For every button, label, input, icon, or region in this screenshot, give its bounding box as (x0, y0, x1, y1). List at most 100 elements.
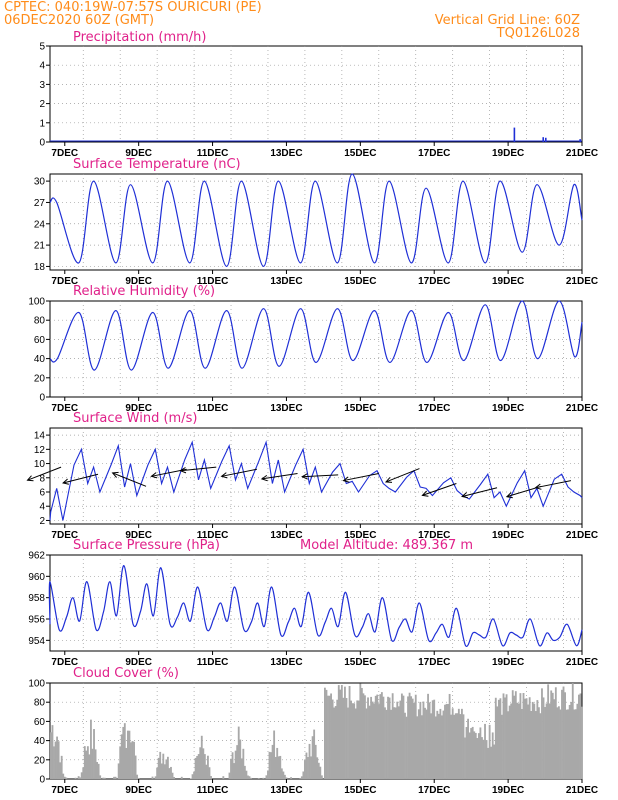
x-tick-label: 17DEC (418, 276, 450, 287)
cloud-bar (479, 727, 482, 779)
cloud-bar (457, 708, 460, 779)
cloud-bar (528, 697, 531, 779)
pressure-title: Surface Pressure (hPa) (73, 538, 220, 553)
cloud-bar (397, 706, 400, 779)
cloud-bar (385, 709, 388, 779)
cloud-bar (519, 693, 522, 779)
wind-vector-arrow (261, 473, 298, 480)
cloud-bar (353, 703, 356, 779)
cloud-bar (487, 747, 490, 779)
cloud-bar (451, 708, 454, 779)
cloud-bar (290, 777, 292, 779)
cloud-bar (96, 762, 99, 779)
cloud-bar (551, 692, 554, 779)
wind-vector-head (260, 474, 268, 482)
cloud-bar (517, 703, 520, 779)
cloud-bar (504, 697, 506, 779)
wind-vector-arrow (461, 487, 498, 497)
cloud-bar (128, 730, 131, 779)
x-tick-label: 19DEC (492, 657, 524, 668)
y-tick-label: 14 (34, 431, 46, 442)
cloud-bar (524, 698, 526, 779)
cloud-bar (196, 755, 199, 779)
wind-vector-arrow (180, 466, 217, 472)
cloud-bar (126, 730, 129, 779)
cloud-bar (501, 714, 503, 779)
cloud-bar (521, 708, 523, 779)
cloud-bar (230, 758, 232, 779)
y-tick-label: 6 (39, 488, 45, 499)
x-tick-label: 15DEC (344, 785, 376, 796)
cloud-bar (267, 770, 269, 779)
y-tick-label: 21 (34, 241, 46, 252)
cloud-bar (237, 726, 240, 779)
cloud-bar (377, 704, 380, 779)
x-tick-label: 21DEC (566, 403, 598, 414)
cloud-bar (300, 776, 303, 779)
cloud-bar (399, 700, 402, 779)
x-tick-label: 11DEC (197, 657, 229, 668)
y-tick-label: 100 (28, 679, 45, 690)
cloud-bar (428, 702, 431, 779)
cloud-bar (303, 760, 306, 779)
y-tick-label: 40 (34, 354, 46, 365)
cloud-bar (333, 707, 336, 779)
cloud-bar (51, 725, 54, 779)
x-tick-label: 7DEC (51, 657, 78, 668)
temperature-line (49, 173, 583, 268)
cloud-bar (554, 687, 557, 779)
x-tick-label: 13DEC (270, 276, 302, 287)
cloud-bar (50, 732, 52, 779)
cloud-bar (193, 771, 195, 779)
cloud-bar (262, 777, 265, 779)
cloud-bar (194, 757, 197, 779)
cloud-bar (400, 693, 403, 779)
cloud-bar (134, 755, 137, 779)
cloud-bar (319, 766, 322, 779)
cloud-bar (490, 746, 493, 779)
cloud-bar (507, 711, 510, 779)
header-date: 06DEC2020 60Z (GMT) (4, 13, 154, 28)
y-tick-label: 0 (39, 138, 45, 149)
cloud-bar (508, 705, 511, 779)
cloud-bar (166, 756, 169, 779)
cloud-bar (159, 751, 162, 779)
cloud-bar (547, 684, 550, 779)
x-tick-label: 19DEC (492, 530, 524, 541)
cloud-bar (573, 709, 576, 779)
cloud-bar (170, 766, 172, 779)
y-tick-label: 0 (39, 775, 45, 786)
x-tick-label: 13DEC (270, 785, 302, 796)
cloud-bar (57, 741, 60, 779)
cloud-bar (122, 726, 125, 779)
precip-bar (579, 139, 581, 142)
wind-vector-arrow (302, 474, 339, 478)
cloud-bar (359, 683, 362, 779)
cloud-bar (199, 747, 202, 779)
cloud-bar (93, 729, 95, 779)
cloud-bar (137, 777, 140, 779)
cloud-bar (424, 707, 426, 779)
cloud-bar (371, 701, 374, 779)
x-tick-label: 13DEC (270, 403, 302, 414)
cloud-bar (374, 695, 377, 779)
wind-vector-head (150, 472, 158, 479)
cloud-bar (162, 753, 165, 779)
wind-vector-head (179, 467, 187, 474)
cloud-bar (465, 727, 468, 779)
cloud-bar (462, 714, 465, 779)
cloud-bar (402, 695, 405, 779)
cloud-bar (491, 732, 494, 779)
cloud-bar (525, 698, 528, 779)
wind-vector-head (534, 483, 542, 490)
cloud-bar (450, 714, 453, 779)
cloud-bar (468, 732, 471, 779)
cloud-bar (579, 693, 582, 779)
cloud-bar (387, 696, 389, 779)
y-tick-label: 20 (34, 373, 46, 384)
cloud-bar (364, 695, 366, 779)
cloud-bar (440, 715, 443, 779)
temperature-title: Surface Temperature (nC) (73, 157, 241, 172)
cloud-bar (433, 699, 436, 779)
cloud-bar (534, 711, 537, 779)
